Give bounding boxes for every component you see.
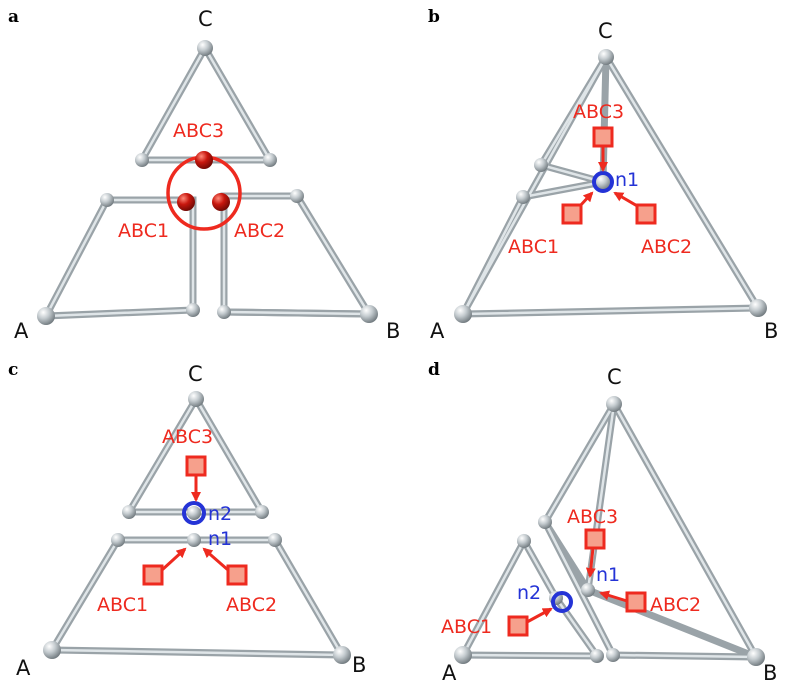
node-b — [747, 648, 765, 666]
vertex-label-a: A — [430, 319, 445, 343]
panel-letter: d — [428, 360, 440, 380]
panel-c: c C A B ABC3 ABC1 ABC2 — [8, 360, 366, 680]
node — [290, 189, 304, 203]
panel-a: a C A B ABC3 ABC1 ABC2 — [8, 7, 400, 343]
label-abc1: ABC1 — [508, 236, 559, 258]
vertex-label-b: B — [386, 319, 400, 343]
node — [100, 193, 114, 207]
node — [606, 648, 620, 662]
label-abc1: ABC1 — [97, 594, 148, 616]
node-n1 — [595, 174, 611, 190]
marker-square — [625, 591, 647, 613]
node-a — [37, 307, 55, 325]
panel-d: d C A B AB — [428, 360, 777, 683]
arrow — [613, 191, 640, 209]
graph-edges — [457, 396, 763, 661]
vertex-label-a: A — [442, 661, 457, 683]
marker-square — [507, 615, 529, 637]
label-abc1: ABC1 — [118, 220, 169, 242]
vertex-label-c: C — [198, 7, 213, 31]
node-c — [188, 391, 204, 407]
panel-letter: c — [8, 360, 18, 380]
graph-nodes — [454, 396, 765, 666]
label-n1: n1 — [596, 564, 620, 586]
node — [538, 515, 552, 529]
vertex-label-b: B — [763, 661, 777, 683]
node-c — [197, 40, 213, 56]
panel-letter: a — [8, 7, 19, 27]
label-n2: n2 — [208, 503, 232, 525]
marker-square — [142, 564, 164, 586]
arrow — [160, 547, 187, 572]
node — [135, 153, 149, 167]
label-abc2: ABC2 — [641, 236, 692, 258]
node-b — [333, 646, 351, 664]
node-a — [43, 641, 61, 659]
label-abc1: ABC1 — [441, 616, 492, 638]
node-n1 — [581, 583, 595, 597]
node-a — [454, 646, 472, 664]
node-b — [360, 305, 378, 323]
node — [255, 505, 269, 519]
marker-square — [185, 455, 207, 477]
arrow — [585, 547, 596, 578]
arrow — [526, 607, 553, 624]
marker-square — [584, 528, 606, 550]
red-sphere — [195, 151, 213, 169]
graph-nodes — [37, 40, 378, 325]
node-a — [454, 305, 472, 323]
node — [122, 505, 136, 519]
label-n2: n2 — [517, 582, 541, 604]
panel-b: b C A B ABC3 ABC1 ABC2 n1 — [428, 7, 778, 343]
vertex-label-c: C — [607, 365, 622, 389]
node — [516, 190, 530, 204]
label-abc2: ABC2 — [234, 220, 285, 242]
node-c — [598, 49, 614, 65]
node — [263, 153, 277, 167]
node — [268, 533, 282, 547]
panel-letter: b — [428, 7, 440, 27]
label-abc3: ABC3 — [162, 426, 213, 448]
label-abc3: ABC3 — [567, 506, 618, 528]
graph-nodes — [454, 49, 767, 323]
node — [186, 303, 200, 317]
node-c — [606, 396, 622, 412]
marker-square — [561, 203, 583, 225]
label-abc3: ABC3 — [573, 101, 624, 123]
red-sphere — [177, 193, 195, 211]
label-abc3: ABC3 — [173, 120, 224, 142]
node — [534, 158, 548, 172]
label-abc2: ABC2 — [650, 594, 701, 616]
vertex-label-b: B — [352, 653, 366, 677]
node — [111, 533, 125, 547]
marker-square — [226, 564, 248, 586]
graph-edges — [40, 40, 376, 320]
marker-square — [635, 203, 657, 225]
node-n2 — [187, 506, 201, 520]
node — [217, 305, 231, 319]
vertex-label-c: C — [188, 362, 203, 386]
node-ring-n2 — [551, 591, 573, 613]
label-abc2: ABC2 — [226, 594, 277, 616]
arrow — [202, 547, 229, 572]
vertex-label-b: B — [764, 319, 778, 343]
vertex-label-c: C — [598, 19, 613, 43]
node — [590, 649, 604, 663]
node-ring-n2 — [182, 501, 206, 525]
arrow — [599, 590, 628, 603]
label-n1: n1 — [208, 528, 232, 550]
node-b — [749, 299, 767, 317]
node-ring-n1 — [592, 171, 614, 193]
node — [517, 534, 531, 548]
node-n1 — [187, 533, 201, 547]
vertex-label-a: A — [14, 319, 29, 343]
vertex-label-a: A — [16, 656, 31, 680]
graph-nodes — [43, 391, 351, 664]
marker-square — [592, 126, 614, 148]
label-n1: n1 — [615, 169, 639, 191]
red-sphere — [212, 193, 230, 211]
